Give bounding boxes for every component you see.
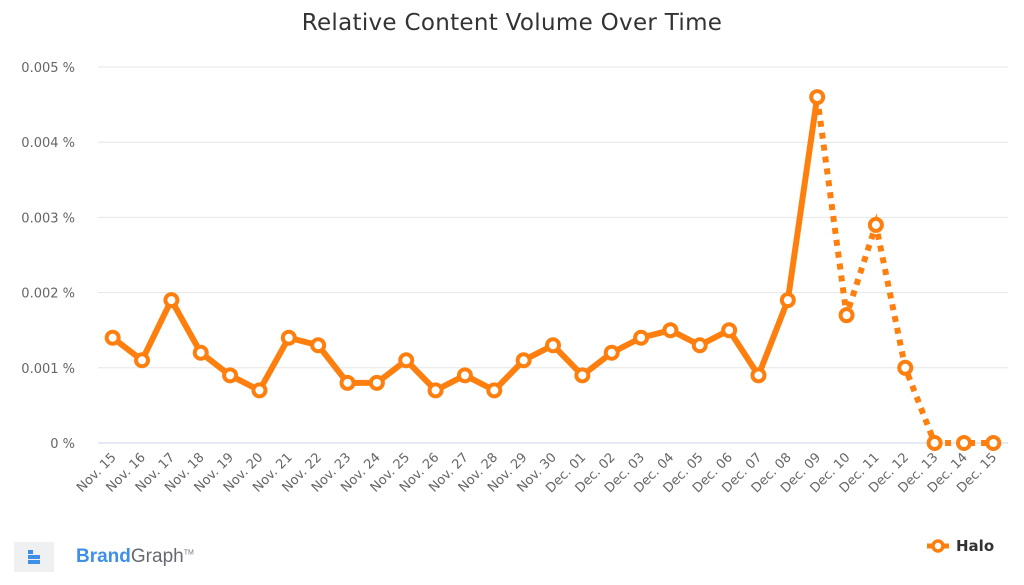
data-point-marker[interactable]: [134, 352, 151, 369]
data-point-marker[interactable]: [280, 329, 297, 346]
data-point-marker[interactable]: [897, 359, 914, 376]
data-point-marker[interactable]: [368, 374, 385, 391]
data-point-marker[interactable]: [926, 435, 943, 451]
data-point-marker[interactable]: [456, 367, 473, 384]
legend-marker-icon: [927, 539, 949, 553]
legend-label: Halo: [956, 537, 995, 555]
data-point-marker[interactable]: [339, 374, 356, 391]
data-point-marker[interactable]: [955, 435, 972, 451]
data-point-marker[interactable]: [251, 382, 268, 399]
brand-logo-icon: [14, 542, 54, 572]
data-point-marker[interactable]: [750, 367, 767, 384]
y-tick-label: 0.004 %: [21, 136, 75, 151]
data-point-marker[interactable]: [809, 89, 826, 106]
line-chart: 0 %0.001 %0.002 %0.003 %0.004 %0.005 %No…: [21, 61, 1008, 496]
series-line-dotted: [814, 96, 994, 446]
legend-item-halo[interactable]: Halo: [926, 537, 994, 555]
data-point-marker[interactable]: [515, 352, 532, 369]
data-point-marker[interactable]: [662, 322, 679, 339]
data-point-marker[interactable]: [545, 337, 561, 354]
data-point-marker[interactable]: [721, 322, 738, 339]
data-point-marker[interactable]: [985, 435, 1002, 451]
data-point-marker[interactable]: [427, 382, 444, 399]
y-tick-label: 0.003 %: [21, 211, 75, 226]
y-tick-label: 0.002 %: [21, 287, 75, 302]
y-tick-label: 0.001 %: [21, 362, 75, 377]
data-point-marker[interactable]: [838, 307, 855, 324]
y-tick-label: 0.005 %: [21, 61, 75, 76]
brandgraph-logo: BrandGraphTM: [14, 541, 194, 573]
data-point-marker[interactable]: [486, 382, 503, 399]
data-point-marker[interactable]: [779, 292, 796, 309]
series-line-solid: [109, 94, 821, 394]
data-point-marker[interactable]: [633, 329, 650, 346]
data-point-marker[interactable]: [222, 367, 239, 384]
data-point-marker[interactable]: [104, 329, 121, 346]
brand-name: BrandGraphTM: [76, 546, 194, 567]
data-point-marker[interactable]: [310, 337, 327, 354]
data-point-marker[interactable]: [603, 344, 620, 361]
data-point-marker[interactable]: [574, 367, 591, 384]
y-tick-label: 0 %: [50, 437, 75, 452]
data-point-marker[interactable]: [867, 216, 884, 233]
chart-title: Relative Content Volume Over Time: [301, 10, 723, 36]
data-point-marker[interactable]: [398, 352, 415, 369]
data-point-marker[interactable]: [163, 292, 180, 309]
data-point-marker[interactable]: [192, 344, 209, 361]
data-point-marker[interactable]: [691, 337, 708, 354]
